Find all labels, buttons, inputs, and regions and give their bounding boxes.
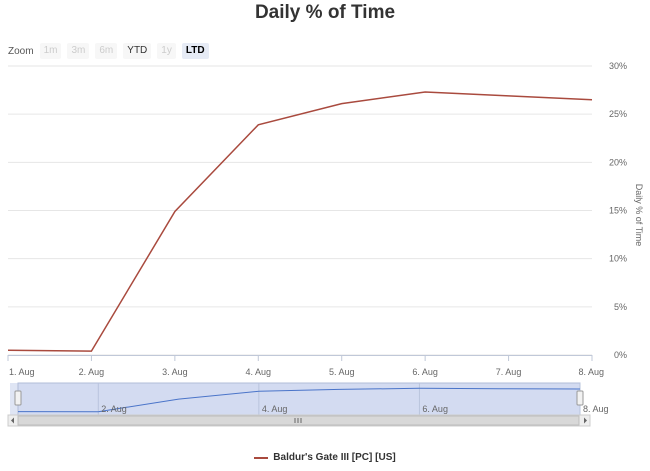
legend-label: Baldur's Gate III [PC] [US] [273, 452, 396, 463]
data-point[interactable] [423, 90, 427, 94]
y-tick-label: 0% [614, 350, 627, 360]
y-axis-ticks: 0% 5% 10% 15% 20% 25% 30% [609, 61, 627, 360]
navigator-tick-label: 8. Aug [583, 404, 609, 414]
scrollbar-grip-icon [294, 418, 302, 423]
series-line[interactable] [7, 91, 593, 352]
chart-title: Daily % of Time [254, 2, 396, 23]
x-tick-label: 5. Aug [329, 367, 355, 377]
data-point[interactable] [340, 102, 344, 106]
data-point[interactable] [256, 123, 260, 127]
scroll-right-arrow-icon[interactable] [584, 417, 587, 424]
series-layer [6, 90, 594, 353]
x-axis: 1. Aug 2. Aug 3. Aug 4. Aug 5. Aug 6. Aug 7. A… [7, 355, 604, 377]
navigator-series-line [17, 387, 581, 413]
zoom-3m-button[interactable]: 3m [67, 43, 90, 59]
y-tick-label: 20% [609, 157, 627, 167]
data-point[interactable] [590, 98, 594, 102]
data-point[interactable] [6, 348, 10, 352]
zoom-label: Zoom [8, 45, 34, 57]
legend[interactable]: Baldur's Gate III [PC] [US] [0, 452, 650, 463]
x-tick-label: 4. Aug [246, 367, 272, 377]
navigator: 2. Aug 4. Aug 6. Aug 8. Aug [10, 382, 609, 416]
y-tick-label: 5% [614, 302, 627, 312]
navigator-tick-label: 4. Aug [262, 404, 288, 414]
zoom-ltd-button[interactable]: LTD [181, 43, 209, 59]
data-point[interactable] [173, 209, 177, 213]
x-tick-label: 1. Aug [9, 367, 35, 377]
x-tick-label: 6. Aug [412, 367, 438, 377]
legend-swatch [254, 456, 269, 459]
zoom-1m-button[interactable]: 1m [39, 43, 62, 59]
x-tick-label: 8. Aug [578, 367, 604, 377]
y-tick-label: 10% [609, 254, 627, 264]
data-point[interactable] [89, 349, 93, 353]
y-tick-label: 15% [609, 206, 627, 216]
y-axis-title: Daily % of Time [634, 184, 644, 247]
zoom-6m-button[interactable]: 6m [95, 43, 118, 59]
data-point[interactable] [507, 94, 511, 98]
y-tick-label: 30% [609, 61, 627, 71]
scrollbar [7, 414, 591, 427]
zoom-1y-button[interactable]: 1y [157, 43, 176, 59]
gridlines [8, 65, 592, 356]
navigator-tick-label: 6. Aug [422, 404, 448, 414]
scroll-left-arrow-icon[interactable] [11, 417, 14, 424]
y-tick-label: 25% [609, 109, 627, 119]
navigator-tick-label: 2. Aug [101, 404, 127, 414]
x-tick-label: 2. Aug [79, 367, 105, 377]
zoom-ytd-button[interactable]: YTD [123, 43, 152, 59]
navigator-left-handle[interactable] [14, 390, 22, 406]
x-tick-label: 7. Aug [496, 367, 522, 377]
navigator-right-handle[interactable] [576, 390, 584, 406]
x-tick-label: 3. Aug [162, 367, 188, 377]
zoom-controls: Zoom 1m 3m 6m YTD 1y LTD [8, 42, 215, 60]
